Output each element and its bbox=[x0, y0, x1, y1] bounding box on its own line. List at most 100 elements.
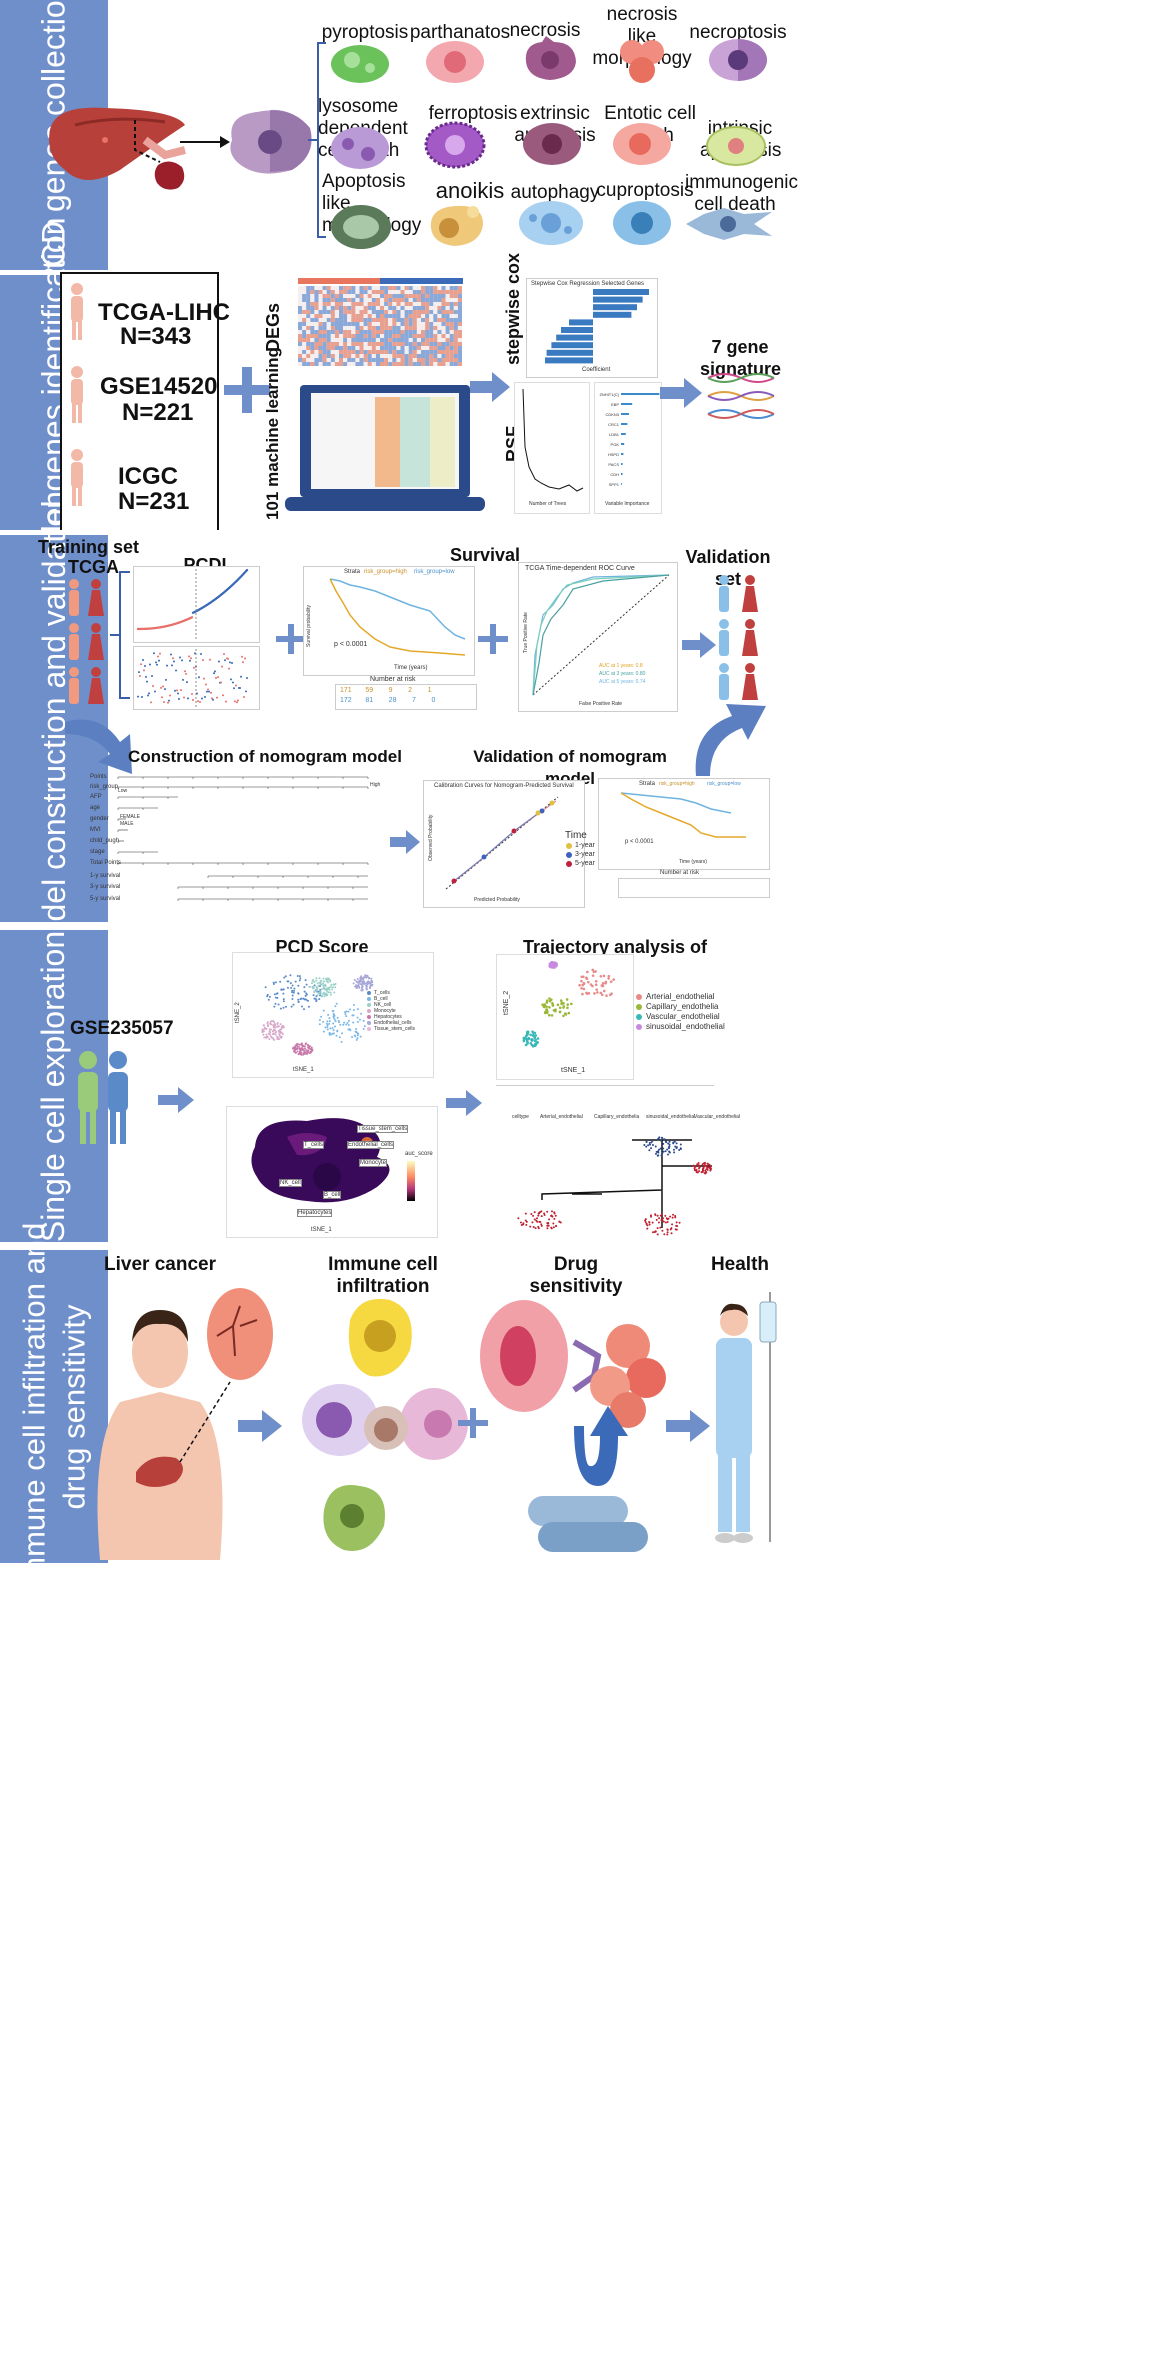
tsne-point bbox=[345, 1015, 348, 1018]
trajectory-point bbox=[665, 1217, 668, 1220]
heatmap-cell bbox=[298, 306, 303, 310]
heatmap-cell bbox=[314, 302, 319, 306]
heatmap-cell bbox=[445, 310, 450, 314]
ec-point bbox=[596, 991, 599, 994]
tsne-point bbox=[359, 977, 362, 980]
trajectory-point bbox=[661, 1137, 664, 1140]
heatmap-cell bbox=[425, 314, 430, 318]
heatmap-cell bbox=[457, 310, 462, 314]
heatmap-cell bbox=[334, 346, 339, 350]
tsne-point bbox=[326, 990, 329, 993]
liver-cancer-title: Liver cancer bbox=[104, 1254, 216, 1275]
tsne-point bbox=[282, 1000, 285, 1003]
heatmap-cell bbox=[371, 350, 376, 354]
heatmap-cell bbox=[330, 350, 335, 354]
scatter-point bbox=[143, 669, 145, 672]
heatmap-cell bbox=[380, 318, 385, 322]
scatter-point bbox=[163, 700, 165, 703]
trajectory-point bbox=[655, 1218, 658, 1221]
scatter-point bbox=[137, 695, 139, 698]
trajectory-point bbox=[675, 1221, 678, 1224]
risk-count: 9 bbox=[388, 687, 393, 694]
heatmap-cell bbox=[429, 330, 434, 334]
scatter-point bbox=[202, 659, 204, 662]
scatter-point bbox=[154, 690, 156, 693]
heatmap-cell bbox=[302, 310, 307, 314]
heatmap-cell bbox=[429, 326, 434, 330]
heatmap-cell bbox=[310, 330, 315, 334]
section-separator bbox=[0, 530, 1173, 534]
heatmap-cell bbox=[433, 318, 438, 322]
heatmap-cell bbox=[445, 318, 450, 322]
rsf-bar bbox=[621, 413, 629, 415]
dataset-tcga-name: TCGA-LIHC bbox=[98, 299, 230, 326]
ec-point bbox=[582, 981, 586, 985]
tsne-point bbox=[308, 1047, 311, 1050]
tsne-point bbox=[307, 1005, 310, 1008]
heatmap-cell bbox=[404, 330, 409, 334]
heatmap-cell bbox=[441, 306, 446, 310]
tsne-point bbox=[326, 1025, 329, 1028]
heatmap-cell bbox=[412, 298, 417, 302]
heatmap-cell bbox=[380, 350, 385, 354]
heatmap-cell bbox=[326, 362, 331, 366]
tsne-point bbox=[286, 986, 289, 989]
curved-arrow-up bbox=[695, 704, 766, 776]
heatmap-cell bbox=[355, 318, 360, 322]
trajectory-divider bbox=[496, 1085, 714, 1086]
tsne-point bbox=[268, 1038, 271, 1041]
heatmap-cell bbox=[355, 354, 360, 358]
heatmap-cell bbox=[326, 334, 331, 338]
heatmap-cell bbox=[421, 286, 426, 290]
tsne-point bbox=[277, 1029, 280, 1032]
heatmap-cell bbox=[441, 298, 446, 302]
heatmap-cell bbox=[412, 330, 417, 334]
heatmap-cell bbox=[318, 306, 323, 310]
heatmap-cell bbox=[351, 306, 356, 310]
heatmap-cell bbox=[400, 318, 405, 322]
tsne-point bbox=[311, 982, 314, 985]
roc-title: TCGA Time-dependent ROC Curve bbox=[525, 565, 635, 572]
scatter-point bbox=[245, 690, 247, 693]
heatmap-cell bbox=[380, 314, 385, 318]
person-body bbox=[88, 634, 104, 660]
scatter-point bbox=[190, 657, 192, 660]
heatmap-cell bbox=[441, 290, 446, 294]
tsne-point bbox=[273, 1021, 276, 1024]
heatmap-cell bbox=[334, 290, 339, 294]
trajectory-point bbox=[530, 1212, 533, 1215]
tsne-point bbox=[355, 984, 358, 987]
heatmap-cell bbox=[343, 326, 348, 330]
scatter-point bbox=[208, 690, 210, 693]
heatmap-cell bbox=[359, 326, 364, 330]
tsne-aucscore-plot: Tissue_stem_cells T_cells Endothelial_ce… bbox=[226, 1106, 438, 1238]
heatmap-cell bbox=[425, 322, 430, 326]
heatmap-cell bbox=[359, 334, 364, 338]
heatmap-cell bbox=[367, 314, 372, 318]
heatmap-cell bbox=[347, 318, 352, 322]
heatmap-cell bbox=[375, 354, 380, 358]
heatmap-cell bbox=[449, 362, 454, 366]
tsne-point bbox=[305, 1049, 308, 1052]
tsne-point bbox=[335, 1034, 338, 1037]
person-head bbox=[745, 575, 755, 585]
heatmap-cell bbox=[326, 298, 331, 302]
necroptosis-cell-icon bbox=[709, 39, 767, 81]
scatter-point bbox=[188, 655, 190, 658]
trajectory-point bbox=[532, 1226, 535, 1229]
person-head bbox=[91, 579, 101, 589]
training-people-icons bbox=[69, 579, 104, 704]
heatmap-cell bbox=[347, 314, 352, 318]
ec-point bbox=[566, 1003, 570, 1006]
heatmap-cell bbox=[359, 290, 364, 294]
heatmap-cell bbox=[404, 346, 409, 350]
heatmap-cell bbox=[306, 362, 311, 366]
heatmap-cell bbox=[310, 302, 315, 306]
heatmap-cell bbox=[441, 318, 446, 322]
person-head bbox=[69, 667, 79, 677]
ec-point bbox=[531, 1034, 535, 1037]
people-pair-icon bbox=[78, 1051, 128, 1144]
heatmap-cell bbox=[355, 322, 360, 326]
scatter-point bbox=[169, 694, 171, 697]
scatter-point bbox=[181, 659, 183, 662]
